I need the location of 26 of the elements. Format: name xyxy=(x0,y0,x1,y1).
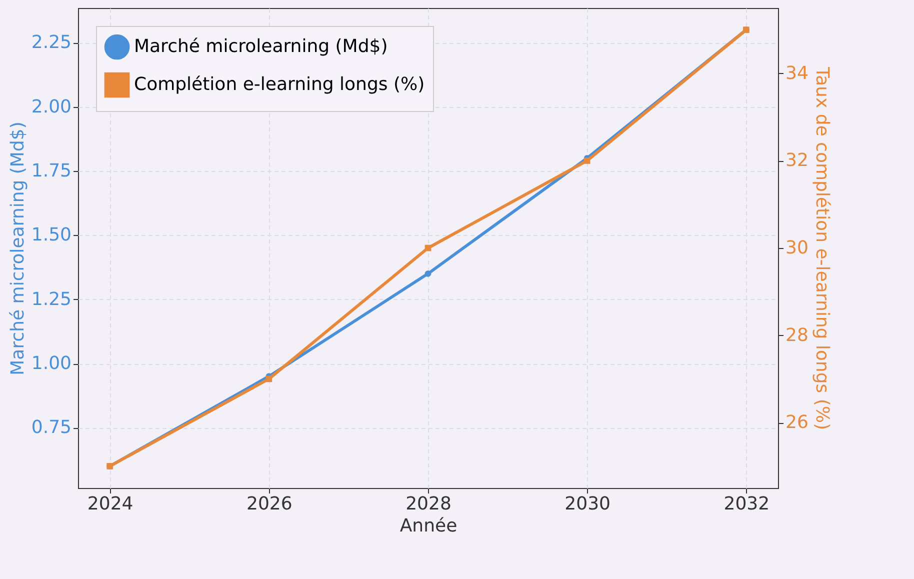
y-tick-label: 2.00 xyxy=(31,96,72,118)
legend-label: Complétion e-learning longs (%) xyxy=(134,74,425,95)
y-tick-label: 1.75 xyxy=(31,160,72,182)
y2-tick-label: 30 xyxy=(786,238,808,258)
x-axis-title: Année xyxy=(400,516,458,536)
x-tick-label: 2024 xyxy=(87,494,134,514)
point xyxy=(584,158,590,164)
y-tick-label: 1.00 xyxy=(31,353,72,374)
y2-axis-title: Taux de complétion e-learning longs (%) xyxy=(811,66,832,430)
x-tick-label: 2032 xyxy=(724,494,770,514)
y2-tick-label: 34 xyxy=(786,62,808,84)
x-tick-label: 2026 xyxy=(246,494,292,514)
y2-tick-label: 26 xyxy=(786,412,808,434)
y2-tick-label: 32 xyxy=(786,150,808,172)
y-tick-label: 2.25 xyxy=(31,32,72,54)
x-tick-label: 2028 xyxy=(406,494,452,514)
y-tick-label: 0.75 xyxy=(31,417,72,438)
x-tick-label: 2030 xyxy=(564,494,610,514)
y-tick-label: 1.50 xyxy=(31,224,72,246)
y2-tick-label: 28 xyxy=(786,324,808,346)
y-tick-label: 1.25 xyxy=(31,288,72,310)
legend-label: Marché microlearning (Md$) xyxy=(134,36,388,57)
point xyxy=(266,376,272,382)
point xyxy=(424,270,432,277)
y-axis-title: Marché microlearning (Md$) xyxy=(7,122,28,376)
point xyxy=(424,244,432,252)
